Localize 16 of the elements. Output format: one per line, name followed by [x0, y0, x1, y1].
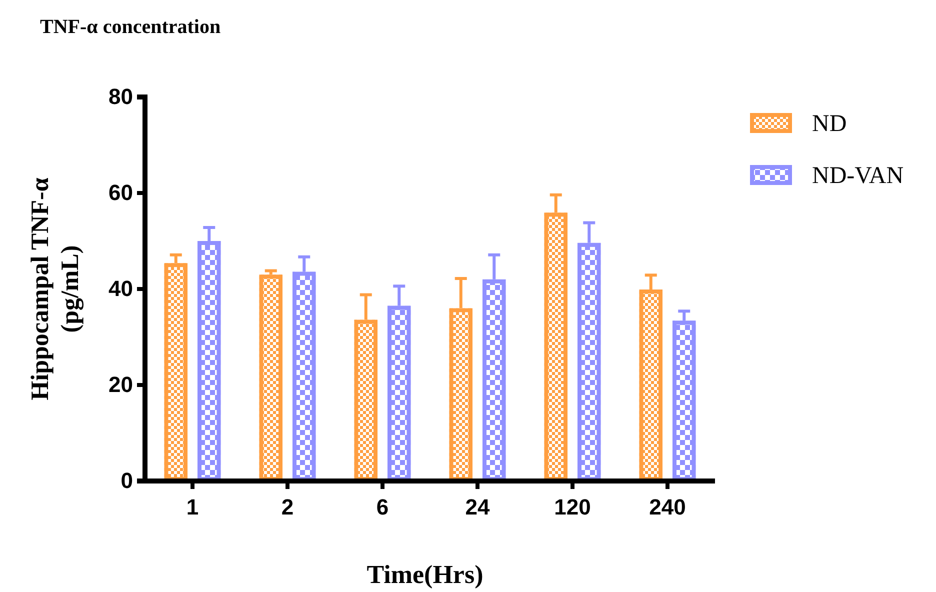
chart-title: TNF-α concentration	[40, 16, 221, 38]
y-tick-label: 60	[108, 180, 133, 206]
y-tick-label: 20	[108, 372, 133, 398]
y-tick-label: 80	[108, 84, 133, 110]
y-tick-label: 40	[108, 276, 133, 302]
x-tick-label: 1	[186, 494, 199, 520]
y-tick-label: 0	[120, 468, 133, 494]
x-axis-title: Time(Hrs)	[366, 560, 484, 589]
x-tick-label: 24	[465, 494, 490, 520]
y-axis-title: Hippocampal TNF-α (pg/mL)	[27, 178, 84, 400]
x-tick-label: 240	[649, 494, 686, 520]
x-tick-label: 6	[376, 494, 389, 520]
legend-label: ND	[812, 111, 847, 137]
x-tick-label: 2	[281, 494, 294, 520]
x-tick-label: 120	[554, 494, 591, 520]
legend-label: ND-VAN	[812, 163, 904, 189]
